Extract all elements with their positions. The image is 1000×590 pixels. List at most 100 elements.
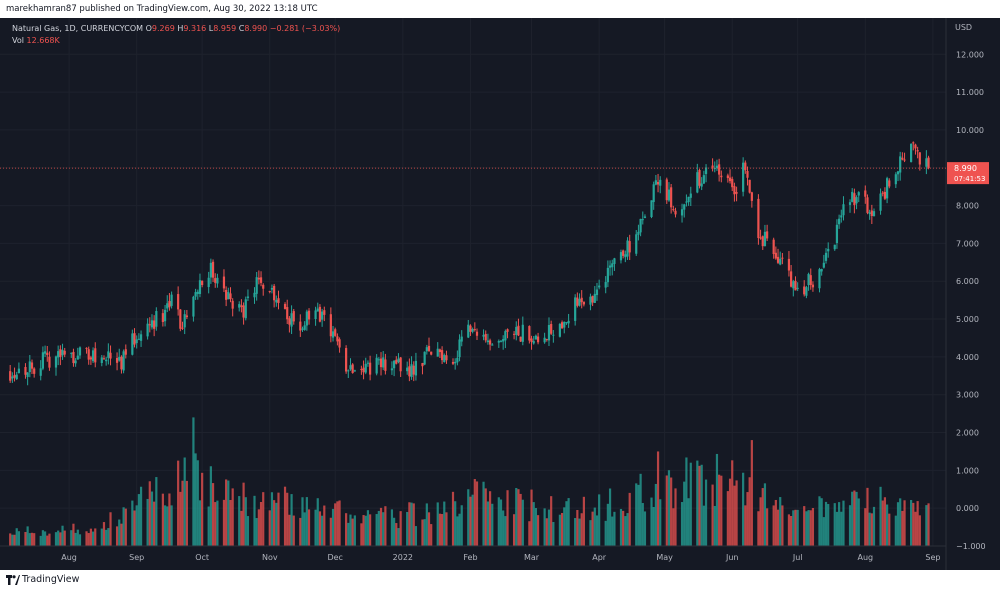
volume-bar <box>201 472 204 546</box>
candle-body <box>408 366 411 377</box>
volume-bar <box>316 498 319 546</box>
legend-row-price: Natural Gas, 1D, CURRENCYCOM O9.269 H9.3… <box>12 23 340 35</box>
candle-body <box>766 231 769 239</box>
volume-bar <box>628 492 631 546</box>
volume-bar <box>713 505 716 546</box>
candle-body <box>456 357 459 363</box>
volume-bar <box>30 532 34 546</box>
volume-bar <box>822 517 825 546</box>
candle-body <box>881 192 884 194</box>
volume-bar <box>711 484 714 546</box>
candle-body <box>704 167 708 175</box>
candle-body <box>796 287 799 289</box>
candle-body <box>720 175 723 178</box>
candle-body <box>11 376 14 379</box>
volume-bar <box>351 518 354 546</box>
volume-bar <box>43 531 47 546</box>
time-axis[interactable]: Aug Sep Oct Nov Dec 2022 Feb Mar Apr May Jun Jul Aug… <box>0 545 946 562</box>
candle-body <box>46 352 49 356</box>
legend-symbol: Natural Gas, 1D, CURRENCYCOM <box>12 24 144 33</box>
candle-body <box>471 329 474 332</box>
candle-body <box>273 285 276 301</box>
volume-bar <box>532 502 535 546</box>
price-chart[interactable]: USD12.00011.00010.0009.0008.0007.0006.00… <box>0 18 1000 570</box>
candle-body <box>853 193 856 206</box>
candle-body <box>255 277 258 294</box>
volume-bar <box>120 523 123 546</box>
volume-bar <box>761 488 764 546</box>
published-text: marekhamran87 published on TradingView.c… <box>6 4 318 14</box>
candle-body <box>665 179 668 201</box>
volume-bar <box>390 509 394 546</box>
legend-vol-value: 12.668K <box>26 36 60 45</box>
candle-body <box>17 368 21 373</box>
candle-body <box>393 360 396 369</box>
candle-body <box>818 269 821 289</box>
legend-open-value: 9.269 <box>151 24 175 33</box>
price-tick-label: −1.000 <box>956 542 986 551</box>
candle-body <box>672 209 675 211</box>
candle-body <box>637 231 640 235</box>
candle-body <box>331 331 335 338</box>
volume-bar <box>574 518 577 546</box>
price-axis[interactable]: USD12.00011.00010.0009.0008.0007.0006.00… <box>945 18 986 570</box>
candle-body <box>735 192 738 194</box>
candle-body <box>13 375 16 378</box>
volume-bar <box>122 507 125 546</box>
candle-body <box>696 172 699 193</box>
volume-bar <box>728 478 732 546</box>
candle-body <box>399 357 402 372</box>
candle-body <box>848 202 852 205</box>
price-tick-label: 12.000 <box>956 50 984 59</box>
candle-body <box>576 297 579 306</box>
candle-body <box>574 297 577 321</box>
volume-bar <box>582 496 585 546</box>
candle-body <box>502 339 505 342</box>
volume-bar <box>183 457 186 546</box>
legend-close-value: 8.990 <box>244 24 268 33</box>
candle-body <box>918 152 921 165</box>
candle-body <box>364 363 367 373</box>
candle-body <box>903 159 906 161</box>
volume-bar <box>366 510 370 546</box>
candle-body <box>150 320 154 328</box>
candle-body <box>840 215 843 218</box>
price-tick-label: 3.000 <box>956 391 979 400</box>
volume-bar <box>626 513 629 546</box>
footer-brand: TradingView <box>22 574 80 585</box>
candle-body <box>528 326 531 341</box>
volume-bar <box>779 497 782 546</box>
volume-bar <box>735 480 738 546</box>
candle-body <box>715 165 719 169</box>
volume-bar <box>360 523 363 546</box>
candle-body <box>166 303 169 309</box>
price-tick-label: 1.000 <box>956 466 979 475</box>
volume-bar <box>102 522 106 546</box>
volume-bar <box>870 513 873 546</box>
candle-body <box>748 179 751 193</box>
volume-bars <box>9 417 930 546</box>
candle-body <box>139 334 143 341</box>
volume-bar <box>59 532 62 546</box>
candle-body <box>369 362 372 375</box>
candle-body <box>916 150 919 152</box>
volume-bar <box>909 499 913 546</box>
candle-body <box>491 344 494 346</box>
volume-bar <box>687 498 690 546</box>
time-tick-label: Aug <box>857 553 873 562</box>
volume-bar <box>515 487 518 546</box>
volume-bar <box>307 509 311 546</box>
candle-body <box>761 236 764 247</box>
volume-bar <box>750 440 753 546</box>
volume-bar <box>303 512 306 546</box>
volume-bar <box>163 505 167 546</box>
volume-bar <box>255 518 258 546</box>
volume-bar <box>796 509 799 546</box>
candle-body <box>155 311 158 327</box>
candle-body <box>382 357 385 368</box>
volume-bar <box>639 473 642 546</box>
candle-body <box>303 325 306 330</box>
candle-body <box>70 352 73 354</box>
candle-body <box>115 357 119 363</box>
volume-bar <box>283 486 287 546</box>
